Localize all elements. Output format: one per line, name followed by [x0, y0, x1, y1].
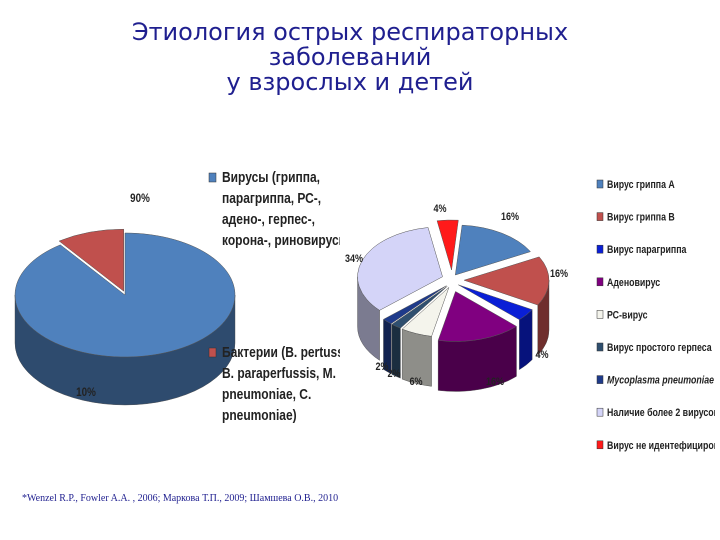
- pie-slice-1: [14, 232, 236, 358]
- legend-swatch-1: [596, 179, 604, 189]
- etiology-pie-chart: 90% 10% Вирусы (гриппа, парагриппа, РС-, аде…: [14, 169, 340, 424]
- legend-swatch-8: [596, 407, 604, 417]
- legend-label-1-line-1: Вирусы (гриппа,: [222, 169, 320, 186]
- title-line-1: Этиология острых респираторных: [131, 18, 569, 46]
- legend-swatch-3: [596, 244, 604, 254]
- legend-label-4: Аденовирус: [607, 277, 661, 289]
- legend-label-5: РС-вирус: [607, 310, 648, 322]
- data-label-9: 4%: [433, 203, 446, 215]
- legend-label-3: Вирус парагриппа: [607, 244, 687, 256]
- legend-label-1-line-2: парагриппа, РС-,: [222, 190, 321, 207]
- footnote: *Wenzel R.P., Fowler A.A. , 2006; Марков…: [22, 493, 339, 504]
- legend-swatch-6: [596, 342, 604, 352]
- pie-slice-7: [382, 285, 447, 324]
- data-label-1: 16%: [501, 211, 519, 223]
- pie-slice-1: [455, 224, 531, 276]
- legend-swatch-1: [208, 172, 217, 183]
- data-label-2: 10%: [76, 386, 96, 399]
- data-label-7: 2%: [387, 368, 400, 380]
- legend-label-8: Наличие более 2 вирусов: [607, 407, 715, 419]
- pie-slice-3: [458, 284, 533, 320]
- title-line-3: у взрослых и детей: [226, 68, 474, 96]
- legend-label-6: Вирус простого герпеса: [607, 342, 712, 354]
- legend-swatch-9: [596, 440, 604, 450]
- data-label-6: 2%: [375, 361, 388, 373]
- legend-label-2-line-4: pneumoniae): [222, 407, 297, 424]
- data-label-1: 90%: [130, 192, 150, 205]
- legend-swatch-2: [596, 212, 604, 221]
- pie-slice-6: [391, 286, 448, 329]
- legend-swatch-4: [596, 277, 604, 287]
- legend-swatch-5: [596, 310, 604, 319]
- legend-label-1: Вирус гриппа А: [607, 179, 675, 191]
- pie-slice-2: [463, 256, 550, 306]
- legend-label-9: Вирус не идентефицирован: [607, 440, 715, 452]
- pie-slice-5: [401, 287, 450, 337]
- data-label-2: 16%: [550, 268, 568, 280]
- data-label-5: 6%: [409, 376, 422, 388]
- legend-label-1-line-4: корона-, риновирусы): [222, 232, 340, 249]
- legend-label-2: Вирус гриппа В: [607, 212, 675, 224]
- data-label-3: 4%: [535, 349, 548, 361]
- legend-label-2-line-3: pneumoniae, C.: [222, 386, 311, 403]
- pie-slice-9: [436, 219, 459, 271]
- title-line-2: заболеваний: [268, 43, 432, 71]
- legend-label-2-line-1: Бактерии (B. pertussis,: [222, 344, 340, 361]
- pie-slice-2: [58, 228, 125, 292]
- legend-swatch-2: [208, 347, 217, 358]
- legend-label-2-line-2: B. paraperfussis, M.: [222, 365, 336, 382]
- pie-slice-4: [437, 291, 517, 342]
- data-label-4: 16%: [486, 376, 504, 388]
- viral-etiology-pie-chart: 16% 16% 4% 16% 6% 2%2% 34% 4% Вирус гриппа А Виру…: [345, 179, 715, 452]
- legend-swatch-7: [596, 375, 604, 384]
- legend-label-7: Mycoplasma pneumoniae: [607, 375, 714, 387]
- slide-title: Этиология острых респираторных заболеван…: [80, 20, 620, 95]
- pie-slice-8: [357, 227, 443, 311]
- data-label-8: 34%: [345, 253, 363, 265]
- legend-label-1-line-3: адено-, герпес-,: [222, 211, 315, 228]
